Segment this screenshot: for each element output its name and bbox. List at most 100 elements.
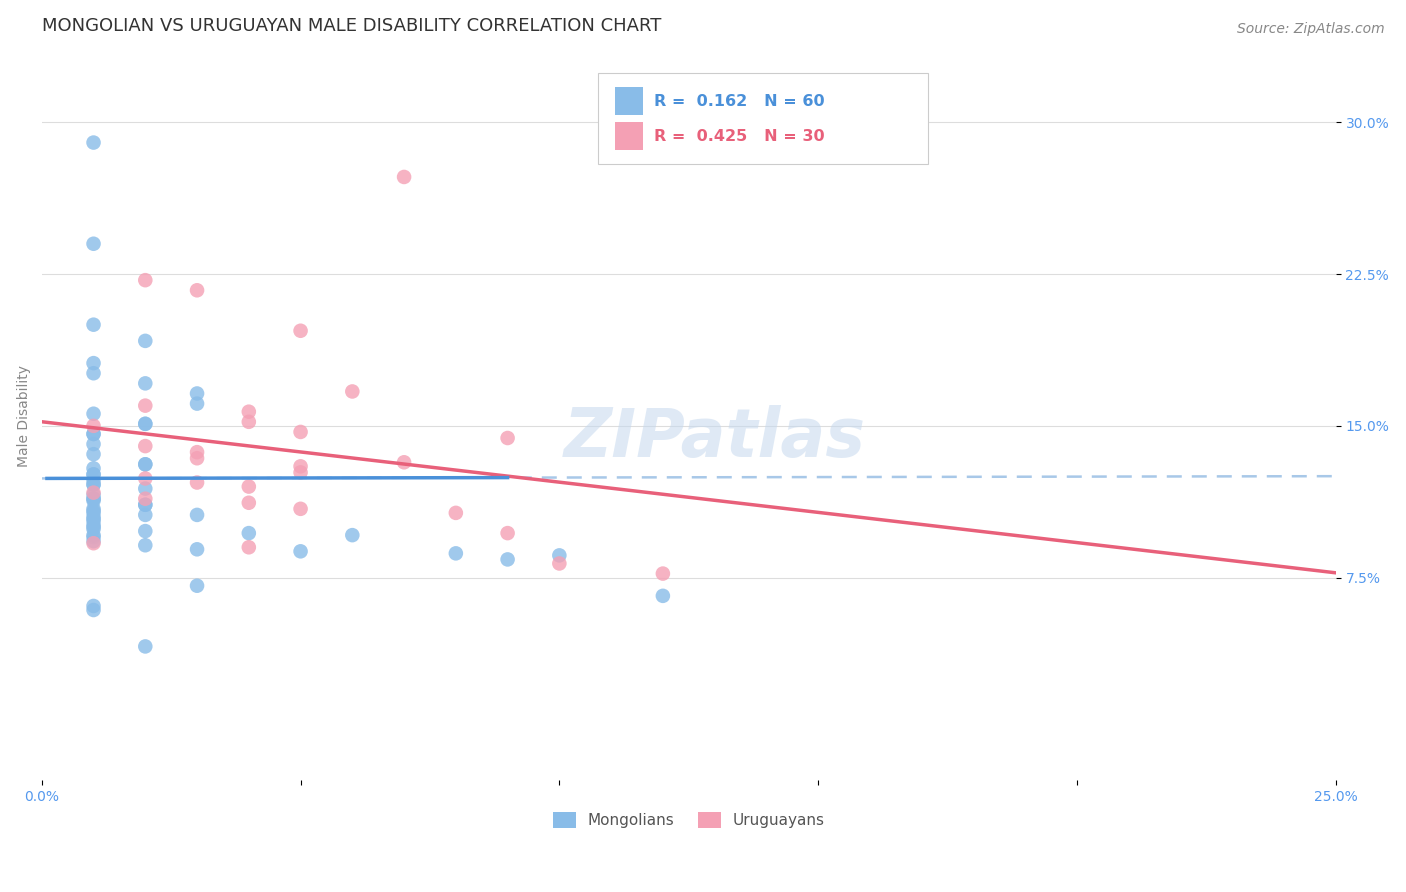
Point — [342, 384, 364, 399]
Point — [83, 493, 105, 508]
Point — [703, 131, 725, 145]
Point — [83, 534, 105, 549]
Point — [83, 518, 105, 533]
Point — [290, 501, 312, 516]
Point — [83, 530, 105, 544]
FancyBboxPatch shape — [614, 122, 644, 150]
Point — [83, 366, 105, 380]
Point — [651, 566, 673, 581]
Point — [134, 417, 156, 431]
Point — [83, 447, 105, 461]
Point — [548, 549, 571, 563]
Point — [83, 467, 105, 482]
Point — [496, 526, 519, 541]
Point — [83, 599, 105, 613]
Text: R =  0.425   N = 30: R = 0.425 N = 30 — [654, 128, 824, 144]
Point — [83, 467, 105, 482]
Point — [186, 445, 208, 459]
Point — [134, 524, 156, 538]
Point — [496, 552, 519, 566]
Point — [134, 538, 156, 552]
Point — [186, 579, 208, 593]
Legend: Mongolians, Uruguayans: Mongolians, Uruguayans — [547, 806, 831, 834]
Point — [238, 526, 260, 541]
Point — [134, 439, 156, 453]
Point — [342, 528, 364, 542]
Point — [651, 589, 673, 603]
Point — [134, 417, 156, 431]
Point — [186, 283, 208, 297]
Point — [186, 475, 208, 490]
Point — [134, 399, 156, 413]
Point — [134, 482, 156, 496]
Point — [496, 431, 519, 445]
Point — [238, 415, 260, 429]
Point — [134, 376, 156, 391]
Point — [186, 396, 208, 410]
Point — [83, 520, 105, 534]
Point — [83, 512, 105, 526]
Point — [83, 536, 105, 550]
Point — [186, 542, 208, 557]
Point — [83, 136, 105, 150]
Point — [83, 522, 105, 536]
Point — [83, 418, 105, 433]
Point — [238, 405, 260, 419]
Point — [83, 501, 105, 516]
Point — [290, 324, 312, 338]
Point — [83, 603, 105, 617]
Point — [290, 544, 312, 558]
Point — [134, 491, 156, 506]
Point — [83, 506, 105, 520]
Point — [134, 640, 156, 654]
Point — [83, 528, 105, 542]
FancyBboxPatch shape — [614, 87, 644, 115]
Text: R =  0.162   N = 60: R = 0.162 N = 60 — [654, 94, 824, 109]
Point — [186, 386, 208, 401]
Point — [83, 426, 105, 441]
Point — [83, 488, 105, 502]
Text: ZIPatlas: ZIPatlas — [564, 405, 866, 471]
Y-axis label: Male Disability: Male Disability — [17, 365, 31, 467]
Point — [83, 510, 105, 524]
Point — [392, 169, 415, 184]
Point — [83, 491, 105, 506]
Point — [83, 437, 105, 451]
Point — [83, 461, 105, 475]
Point — [134, 498, 156, 512]
Point — [134, 498, 156, 512]
Point — [83, 514, 105, 528]
Text: MONGOLIAN VS URUGUAYAN MALE DISABILITY CORRELATION CHART: MONGOLIAN VS URUGUAYAN MALE DISABILITY C… — [42, 17, 661, 35]
Point — [290, 425, 312, 439]
Point — [134, 273, 156, 287]
Point — [83, 318, 105, 332]
Point — [134, 334, 156, 348]
Point — [238, 541, 260, 555]
Point — [548, 557, 571, 571]
Point — [83, 477, 105, 491]
Point — [134, 508, 156, 522]
Point — [238, 496, 260, 510]
Point — [134, 458, 156, 472]
Point — [134, 471, 156, 485]
Point — [83, 474, 105, 488]
Point — [83, 356, 105, 370]
Point — [83, 426, 105, 441]
FancyBboxPatch shape — [598, 73, 928, 164]
Point — [83, 485, 105, 500]
Point — [83, 407, 105, 421]
Point — [186, 451, 208, 466]
Point — [444, 546, 467, 560]
Point — [444, 506, 467, 520]
Point — [290, 459, 312, 474]
Point — [83, 236, 105, 251]
Point — [134, 458, 156, 472]
Point — [83, 491, 105, 506]
Point — [186, 508, 208, 522]
Text: Source: ZipAtlas.com: Source: ZipAtlas.com — [1237, 22, 1385, 37]
Point — [83, 504, 105, 518]
Point — [83, 477, 105, 491]
Point — [392, 455, 415, 469]
Point — [290, 466, 312, 480]
Point — [238, 479, 260, 493]
